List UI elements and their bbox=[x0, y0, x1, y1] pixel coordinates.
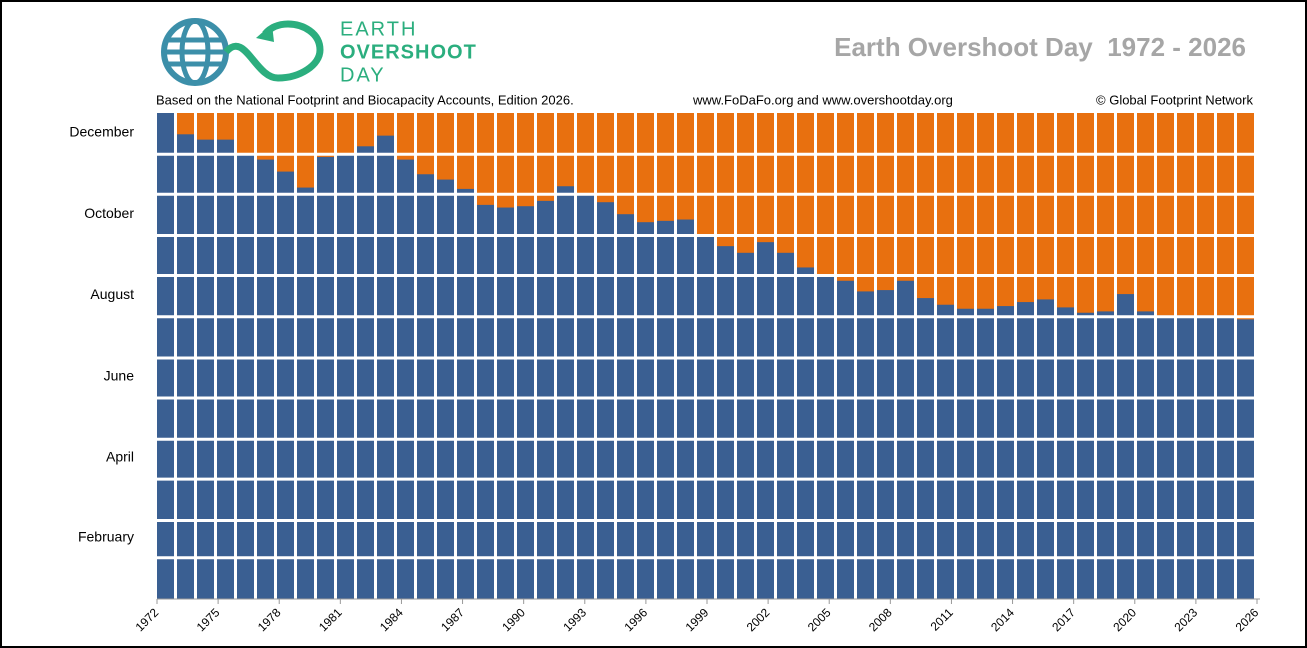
bar bbox=[237, 154, 254, 599]
bar bbox=[737, 252, 754, 599]
bar bbox=[757, 242, 774, 599]
source: www.FoDaFo.org and www.overshootday.org bbox=[692, 92, 953, 107]
bar bbox=[937, 304, 954, 599]
bar bbox=[157, 113, 174, 599]
copyright: © Global Footprint Network bbox=[1096, 92, 1253, 107]
bar bbox=[457, 188, 474, 600]
loop bbox=[223, 20, 324, 82]
bar bbox=[697, 235, 714, 599]
bar bbox=[477, 204, 494, 600]
bar bbox=[417, 174, 434, 599]
bar bbox=[1037, 299, 1054, 599]
bar bbox=[497, 207, 514, 599]
bar bbox=[797, 267, 814, 599]
y-tick-label: August bbox=[90, 286, 134, 302]
bar bbox=[1237, 319, 1254, 599]
bar bbox=[777, 252, 794, 599]
bar bbox=[677, 219, 694, 599]
bar bbox=[197, 139, 214, 600]
bar bbox=[817, 275, 834, 599]
bar bbox=[1137, 311, 1154, 599]
logo-text: OVERSHOOT bbox=[340, 41, 477, 63]
bar bbox=[657, 220, 674, 599]
bar bbox=[517, 206, 534, 599]
bar bbox=[1157, 315, 1174, 599]
bar bbox=[1197, 315, 1214, 599]
bar bbox=[397, 159, 414, 600]
bar bbox=[337, 154, 354, 599]
bar bbox=[377, 135, 394, 599]
bar bbox=[1017, 302, 1034, 599]
bar bbox=[557, 186, 574, 599]
bar bbox=[177, 134, 194, 599]
bar bbox=[317, 156, 334, 599]
logo-text: EARTH bbox=[340, 18, 417, 40]
bar bbox=[257, 159, 274, 600]
bar bbox=[877, 290, 894, 599]
chart-title: Earth Overshoot Day 1972 - 2026 bbox=[834, 32, 1246, 62]
y-tick-label: October bbox=[84, 205, 134, 221]
bar bbox=[297, 187, 314, 599]
bar bbox=[1077, 312, 1094, 599]
bar bbox=[1097, 311, 1114, 599]
bar bbox=[437, 179, 454, 599]
bar bbox=[977, 308, 994, 599]
bar bbox=[217, 139, 234, 600]
bar bbox=[537, 200, 554, 599]
arrow bbox=[256, 24, 274, 42]
bar bbox=[637, 222, 654, 599]
bar bbox=[1117, 294, 1134, 599]
bar bbox=[357, 146, 374, 600]
bar bbox=[617, 214, 634, 599]
y-tick-label: December bbox=[69, 124, 134, 140]
bar bbox=[1217, 315, 1234, 599]
bar bbox=[857, 291, 874, 599]
bar bbox=[917, 298, 934, 599]
bar bbox=[957, 308, 974, 599]
logo-text: DAY bbox=[340, 64, 386, 86]
y-tick-label: April bbox=[106, 449, 134, 465]
bar bbox=[717, 246, 734, 599]
bar bbox=[1177, 315, 1194, 599]
bar bbox=[597, 202, 614, 600]
y-tick-label: June bbox=[104, 367, 135, 383]
bar bbox=[1057, 307, 1074, 599]
bar bbox=[997, 306, 1014, 599]
bar bbox=[277, 171, 294, 599]
logo-icon bbox=[161, 18, 324, 86]
y-tick-label: February bbox=[78, 528, 134, 544]
subtitle: Based on the National Footprint and Bioc… bbox=[156, 92, 574, 107]
